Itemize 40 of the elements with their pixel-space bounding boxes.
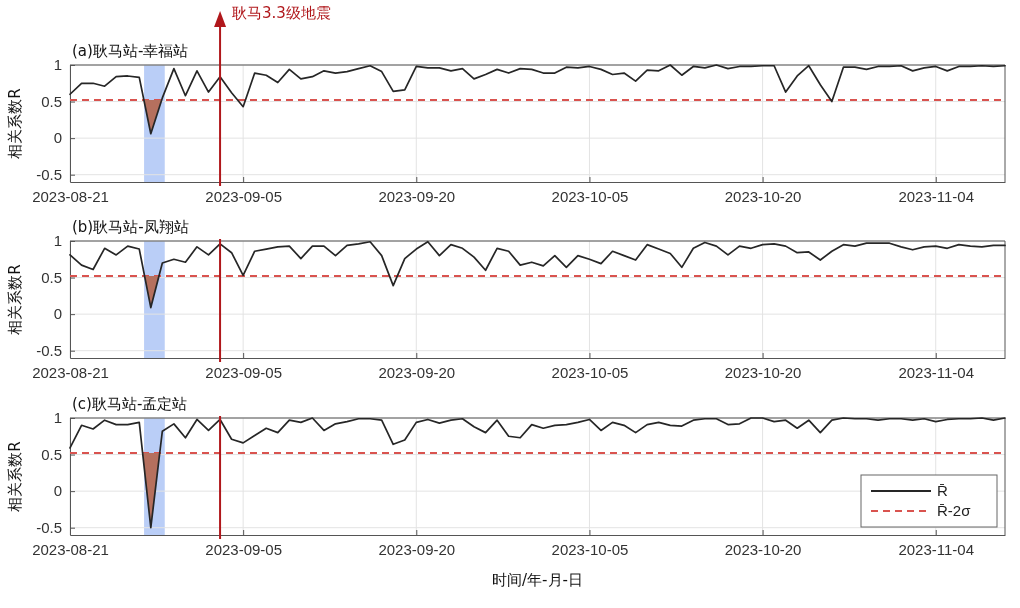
y-tick-label: 0.5 xyxy=(41,92,62,110)
x-tick-label: 2023-10-20 xyxy=(724,363,802,381)
x-tick-label: 2023-10-05 xyxy=(551,363,629,381)
y-tick-label: -0.5 xyxy=(36,165,62,183)
legend-label: 耿马3.3级地震 xyxy=(232,4,331,22)
x-tick-label: 2023-11-04 xyxy=(898,363,975,381)
x-tick-label: 2023-09-05 xyxy=(205,540,283,558)
x-tick-label: 2023-10-20 xyxy=(724,187,802,205)
x-tick-label: 2023-08-21 xyxy=(32,187,109,205)
x-tick-label: 2023-09-20 xyxy=(378,187,456,205)
y-tick-label: 1 xyxy=(53,409,62,427)
x-tick-label: 2023-11-04 xyxy=(898,540,975,558)
y-tick-label: 0 xyxy=(53,482,62,500)
x-tick-label: 2023-08-21 xyxy=(32,363,109,381)
y-tick-label: 1 xyxy=(53,56,62,74)
x-tick-label: 2023-09-20 xyxy=(378,540,456,558)
x-tick-label: 2023-09-05 xyxy=(205,363,283,381)
legend-label: R̄-2σ xyxy=(937,502,972,519)
y-axis-title: 相关系数R xyxy=(6,441,24,512)
x-tick-label: 2023-11-04 xyxy=(898,187,975,205)
chart-title: (a)耿马站-幸福站 xyxy=(72,42,189,60)
y-tick-label: 0 xyxy=(53,305,62,323)
y-tick-label: -0.5 xyxy=(36,341,62,359)
y-tick-label: -0.5 xyxy=(36,518,62,536)
chart-title: (b)耿马站-凤翔站 xyxy=(72,218,189,236)
legend-label: R̄ xyxy=(937,482,948,499)
x-tick-label: 2023-10-05 xyxy=(551,540,629,558)
x-tick-label: 2023-09-20 xyxy=(378,363,456,381)
y-tick-label: 0.5 xyxy=(41,268,62,286)
x-tick-label: 2023-09-05 xyxy=(205,187,283,205)
x-tick-label: 2023-08-21 xyxy=(32,540,109,558)
y-axis-title: 相关系数R xyxy=(6,88,24,159)
y-axis-title: 相关系数R xyxy=(6,264,24,335)
chart-title: (c)耿马站-孟定站 xyxy=(72,395,188,413)
x-axis-title: 时间/年-月-日 xyxy=(492,571,583,589)
x-tick-label: 2023-10-05 xyxy=(551,187,629,205)
y-tick-label: 0.5 xyxy=(41,445,62,463)
y-tick-label: 0 xyxy=(53,129,62,147)
y-tick-label: 1 xyxy=(53,232,62,250)
x-tick-label: 2023-10-20 xyxy=(724,540,802,558)
